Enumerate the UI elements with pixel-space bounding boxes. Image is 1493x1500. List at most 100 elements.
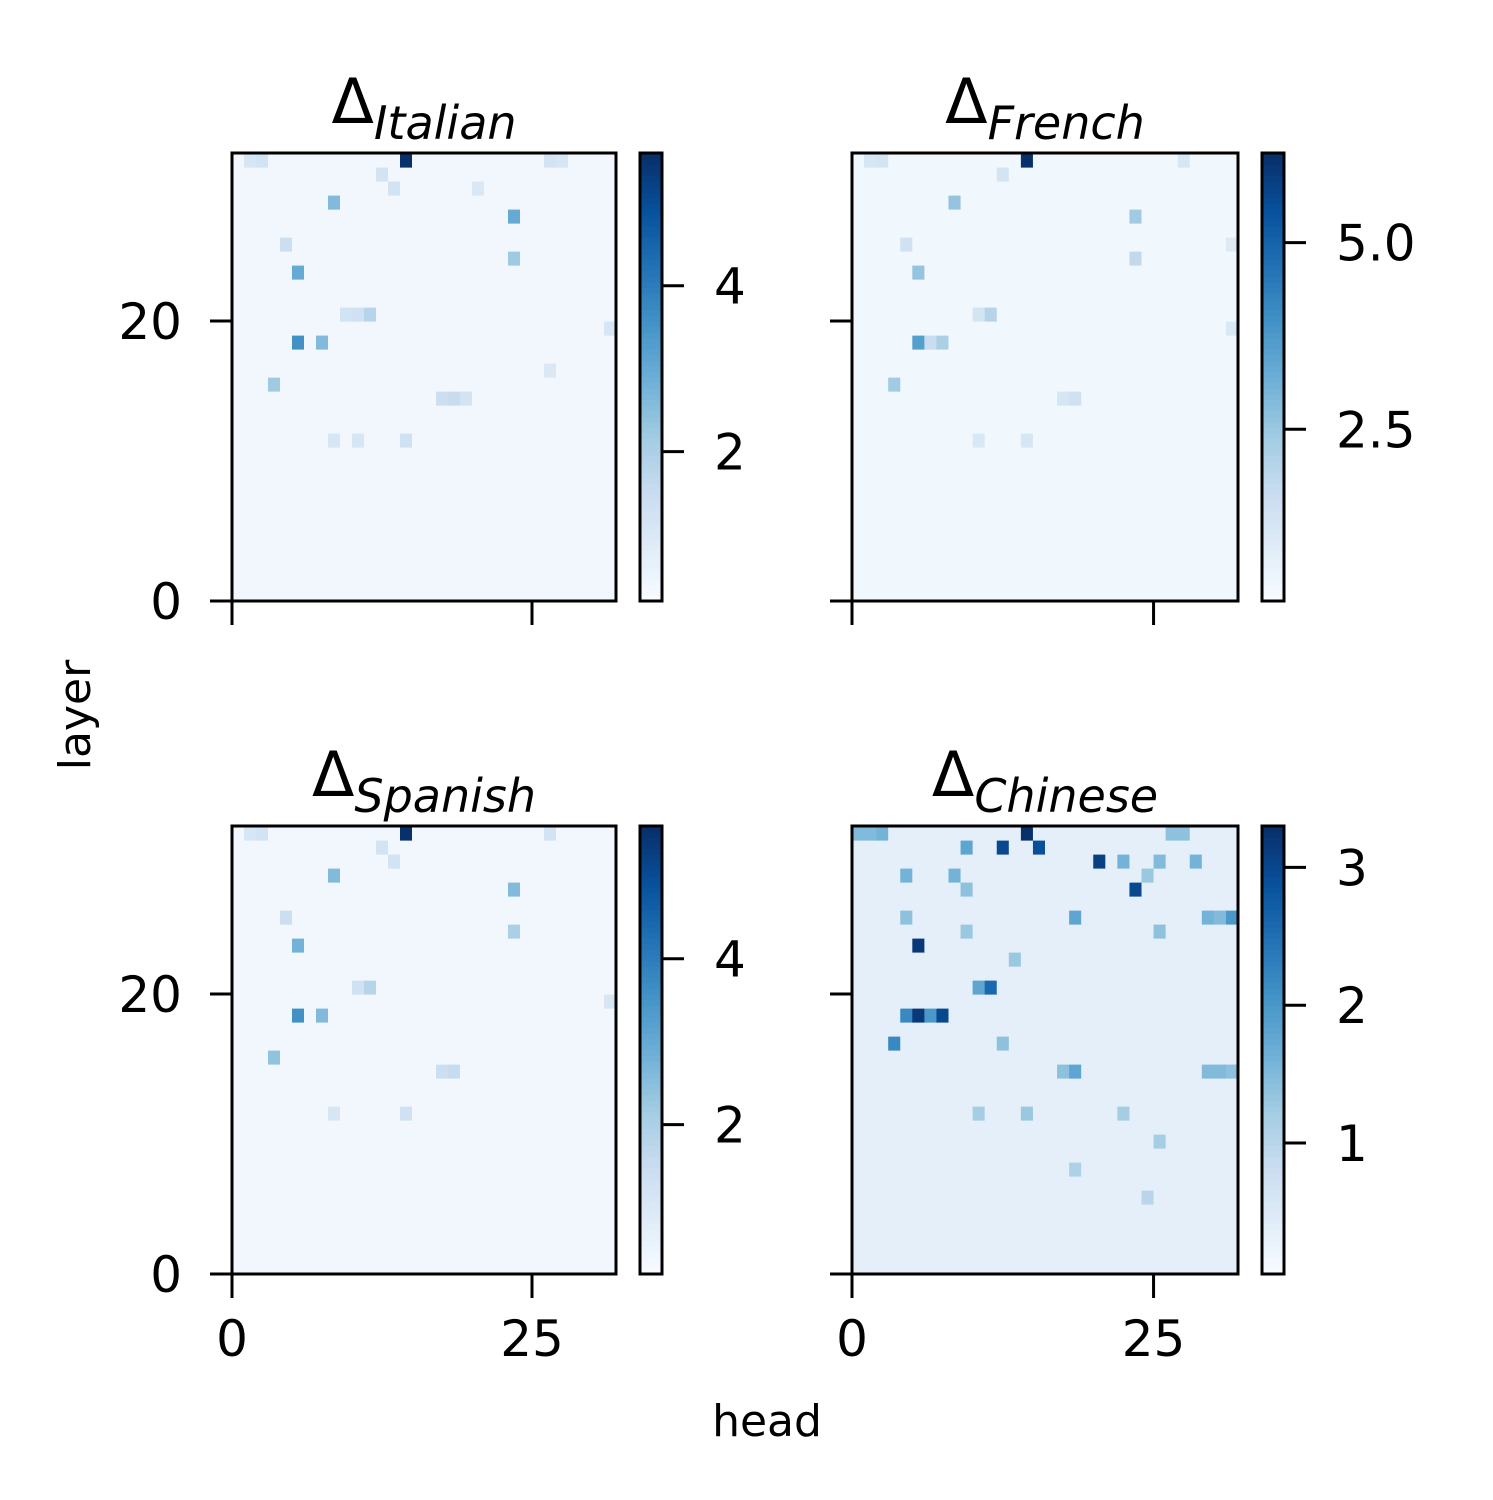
heatmap-cell	[912, 1162, 925, 1177]
heatmap-cell	[556, 882, 569, 897]
heatmap-cell	[376, 882, 389, 897]
heatmap-cell	[292, 447, 305, 462]
heatmap-cell	[1165, 531, 1179, 546]
heatmap-cell	[328, 1246, 341, 1261]
heatmap-cell	[568, 293, 581, 308]
colorbar-segment	[640, 1139, 662, 1146]
heatmap-cell	[412, 391, 425, 406]
heatmap-cell	[484, 1036, 497, 1051]
heatmap-cell	[280, 545, 293, 560]
heatmap-cell	[388, 1204, 401, 1219]
colorbar: 24	[638, 151, 746, 603]
heatmap-cell	[1045, 279, 1058, 294]
heatmap-cell	[280, 405, 293, 420]
heatmap-cell	[244, 1022, 257, 1037]
heatmap-cell	[1141, 1008, 1155, 1023]
heatmap-cell	[1069, 938, 1082, 953]
heatmap-cell	[1213, 167, 1227, 182]
heatmap-cell	[1105, 826, 1118, 841]
heatmap-cell	[280, 1246, 293, 1261]
heatmap-cell	[400, 517, 413, 532]
heatmap-cell	[1165, 1162, 1179, 1177]
heatmap-cell	[1057, 840, 1070, 855]
heatmap-cell	[1117, 391, 1131, 406]
heatmap-cell	[972, 475, 986, 490]
heatmap-cell	[1165, 1022, 1179, 1037]
heatmap-cell	[268, 545, 281, 560]
heatmap-cell	[1045, 952, 1058, 967]
heatmap-cell	[244, 475, 257, 490]
heatmap-cell	[256, 405, 269, 420]
heatmap-cell	[244, 349, 257, 364]
heatmap-cell	[304, 1050, 317, 1065]
heatmap-cell	[984, 980, 998, 995]
heatmap-cell	[400, 405, 413, 420]
heatmap-cell	[876, 573, 889, 588]
heatmap-cell	[1069, 1134, 1082, 1149]
heatmap-cell	[1105, 279, 1118, 294]
heatmap-cell	[328, 181, 341, 196]
heatmap-cell	[924, 1106, 938, 1121]
heatmap-cell	[924, 840, 938, 855]
heatmap-cell	[888, 1148, 901, 1163]
heatmap-cell	[568, 573, 581, 588]
heatmap-cell	[484, 181, 497, 196]
heatmap-cell	[424, 966, 437, 981]
colorbar-segment	[1262, 1240, 1284, 1247]
heatmap-cell	[888, 1022, 901, 1037]
heatmap-cell	[996, 1260, 1010, 1275]
heatmap-cell	[268, 910, 281, 925]
heatmap-cell	[876, 377, 889, 392]
heatmap-cell	[256, 195, 269, 210]
heatmap-cell	[948, 251, 962, 266]
heatmap-cell	[1081, 587, 1094, 602]
colorbar-segment	[640, 1005, 662, 1012]
heatmap-cell	[1153, 223, 1167, 238]
heatmap-cell	[1129, 896, 1143, 911]
heatmap-cell	[376, 924, 389, 939]
heatmap-cell	[472, 910, 485, 925]
heatmap-cell	[592, 896, 605, 911]
heatmap-cell	[888, 1106, 901, 1121]
heatmap-cell	[1045, 966, 1058, 981]
heatmap-cell	[1165, 1232, 1179, 1247]
heatmap-cell	[376, 391, 389, 406]
heatmap-cell	[556, 1064, 569, 1079]
heatmap-cell	[900, 826, 913, 841]
heatmap-cell	[1105, 307, 1118, 322]
heatmap-cell	[1201, 391, 1215, 406]
heatmap-cell	[448, 1218, 461, 1233]
heatmap-cell	[1129, 1022, 1143, 1037]
heatmap-cell	[424, 307, 437, 322]
heatmap-cell	[448, 167, 461, 182]
heatmap-cell	[960, 924, 974, 939]
heatmap-cell	[852, 335, 865, 350]
heatmap-cell	[876, 489, 889, 504]
colorbar-segment	[1262, 915, 1284, 922]
heatmap-cell	[448, 1078, 461, 1093]
heatmap-cell	[1008, 896, 1022, 911]
heatmap-cell	[592, 377, 605, 392]
heatmap-cell	[948, 489, 962, 504]
heatmap-cell	[280, 307, 293, 322]
heatmap-cell	[244, 265, 257, 280]
heatmap-cell	[1105, 1232, 1118, 1247]
heatmap-cell	[1081, 994, 1094, 1009]
heatmap-cell	[424, 573, 437, 588]
heatmap-cell	[1153, 1064, 1167, 1079]
colorbar-tick-label: 2	[1336, 977, 1368, 1035]
heatmap-cell	[972, 153, 986, 168]
heatmap-cell	[304, 1218, 317, 1233]
heatmap-cell	[436, 475, 449, 490]
colorbar-segment	[640, 511, 662, 518]
colorbar-segment	[1262, 994, 1284, 1001]
heatmap-cell	[256, 1204, 269, 1219]
heatmap-cell	[316, 377, 329, 392]
heatmap-cell	[484, 461, 497, 476]
heatmap-cell	[424, 349, 437, 364]
heatmap-cell	[568, 1190, 581, 1205]
heatmap-cell	[1141, 1036, 1155, 1051]
heatmap-cell	[484, 826, 497, 841]
heatmap-cell	[292, 279, 305, 294]
heatmap-cell	[256, 924, 269, 939]
